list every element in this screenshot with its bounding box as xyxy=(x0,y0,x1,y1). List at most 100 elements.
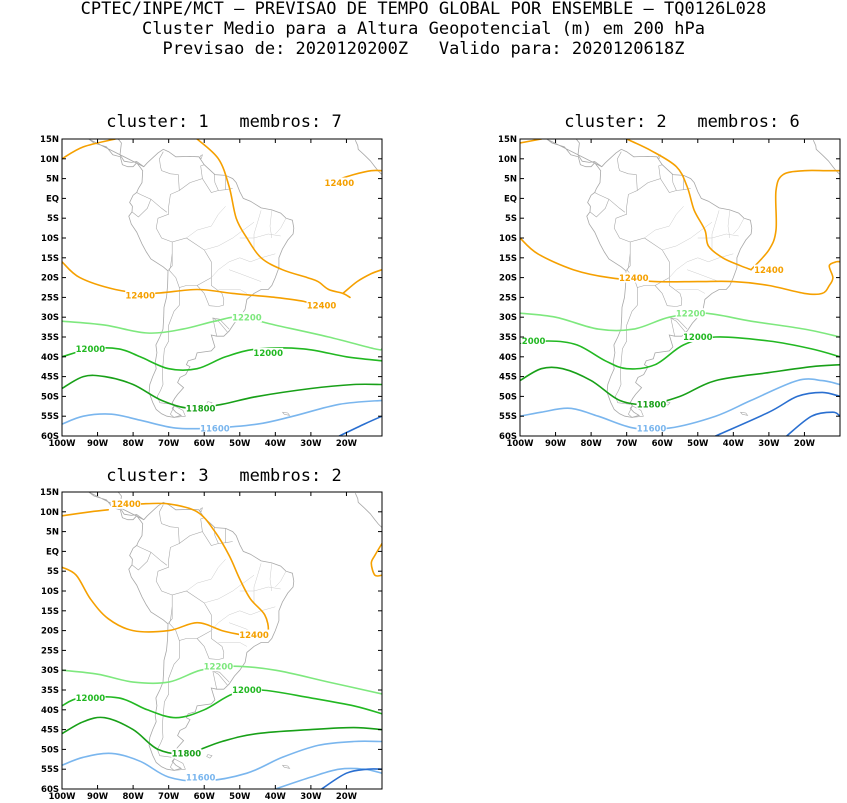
contour-label-bg xyxy=(185,403,216,414)
state-border xyxy=(269,210,273,239)
contour-label-bg xyxy=(520,335,546,346)
lat-tick-label: 30S xyxy=(41,666,59,676)
contour-label-bg xyxy=(75,343,106,354)
island xyxy=(740,411,749,416)
contour-label: 12400 xyxy=(111,500,141,510)
contour-12400 xyxy=(750,169,840,271)
map-panel-cluster-2: 12400 12400 12200 12000 12000 11800 11600 15N 10… xyxy=(498,135,841,449)
state-border xyxy=(269,563,273,592)
state-border xyxy=(253,563,262,603)
state-border xyxy=(239,586,281,592)
state-border xyxy=(275,218,287,235)
coastline-south-america xyxy=(88,492,295,771)
lat-tick-label: 20S xyxy=(41,274,59,284)
country-border xyxy=(212,317,230,337)
contour-label-bg xyxy=(231,312,262,323)
state-border xyxy=(676,289,706,294)
lat-tick-label: 5N xyxy=(46,528,59,538)
contour-12400 xyxy=(520,237,840,296)
country-border xyxy=(159,151,180,191)
island xyxy=(170,758,186,771)
contour-label: 11600 xyxy=(637,424,667,434)
coastline-africa xyxy=(354,140,382,176)
country-border xyxy=(658,164,663,179)
plot-frame xyxy=(519,138,841,437)
country-border xyxy=(159,504,180,544)
contour-12400 xyxy=(625,139,752,271)
contour-11600 xyxy=(520,378,840,431)
lat-tick-label: 45S xyxy=(499,373,517,383)
contour-label: 12400 xyxy=(325,179,355,189)
plot-frame xyxy=(61,138,383,437)
lat-tick-label: 30S xyxy=(499,313,517,323)
lat-tick-label: 40S xyxy=(41,353,59,363)
lat-tick-label: 10N xyxy=(498,155,517,165)
country-border xyxy=(196,630,225,660)
contour-label-bg xyxy=(199,423,230,434)
island xyxy=(206,754,213,759)
panel-1-title: cluster: 1 membros: 7 xyxy=(106,112,342,132)
contour-label: 12200 xyxy=(204,662,234,672)
contour-11400 xyxy=(338,415,382,436)
contour-label-bg xyxy=(253,347,284,358)
coastline-south-america xyxy=(88,139,295,418)
country-border xyxy=(594,192,626,213)
contour-label-bg xyxy=(324,177,355,188)
state-border xyxy=(697,253,734,263)
lon-tick-label: 80W xyxy=(581,439,603,449)
country-border xyxy=(168,237,212,288)
header-line-3: Previsao de: 2020120200Z Valido para: 20… xyxy=(162,39,685,59)
contour-11600 xyxy=(274,767,382,789)
lat-tick-label: 5N xyxy=(504,175,517,185)
state-border xyxy=(239,606,276,616)
lon-tick-label: 30W xyxy=(300,439,322,449)
header-line-2: Cluster Medio para a Altura Geopotencial… xyxy=(142,19,705,39)
lat-tick-label: 15N xyxy=(498,135,517,145)
country-border xyxy=(200,164,205,179)
lat-tick-label: 5S xyxy=(505,214,517,224)
lat-tick-label: 15S xyxy=(41,607,59,617)
contour-12400 xyxy=(62,566,241,636)
country-border xyxy=(136,545,168,566)
header-line-1: CPTEC/INPE/MCT – PREVISAO DE TEMPO GLOBA… xyxy=(80,0,767,19)
lat-tick-label: 10N xyxy=(40,155,59,165)
lon-tick-label: 100W xyxy=(506,439,534,449)
lat-tick-label: 50S xyxy=(41,392,59,402)
contour-12000 xyxy=(520,336,840,370)
state-border xyxy=(218,642,248,647)
contour-11600 xyxy=(62,399,382,430)
lat-tick-label: 10S xyxy=(41,587,59,597)
lat-tick-label: 15S xyxy=(499,254,517,264)
island xyxy=(199,507,203,512)
contour-12400 xyxy=(62,139,117,160)
lat-tick-label: EQ xyxy=(504,194,517,204)
lat-tick-label: 5N xyxy=(46,175,59,185)
panel-2-title: cluster: 2 membros: 6 xyxy=(564,112,800,132)
lat-tick-label: 35S xyxy=(41,333,59,343)
contour-label: 12000 xyxy=(516,337,546,347)
state-border xyxy=(204,574,255,604)
map-content: 12400 12400 12400 12200 12000 12000 11800 11600 xyxy=(62,139,382,436)
plot-frame xyxy=(61,491,383,790)
lat-tick-label: 15S xyxy=(41,254,59,264)
state-border xyxy=(229,269,262,282)
map-panel-cluster-3: 12400 12400 12200 12000 12000 11800 11600 15N 10… xyxy=(40,488,383,802)
lat-tick-label: 35S xyxy=(499,333,517,343)
state-border xyxy=(669,257,698,278)
contour-12200 xyxy=(62,665,382,695)
country-border xyxy=(213,174,219,191)
contour-12400 xyxy=(139,502,270,636)
lat-tick-label: 50S xyxy=(499,392,517,402)
contour-11800 xyxy=(62,374,382,410)
lon-tick-label: 50W xyxy=(229,792,251,802)
state-border xyxy=(186,559,226,592)
lon-tick-label: 80W xyxy=(123,792,145,802)
lon-tick-label: 70W xyxy=(158,439,180,449)
contour-12400 xyxy=(342,268,382,295)
lat-tick-label: 45S xyxy=(41,373,59,383)
contour-11800 xyxy=(62,716,382,755)
contour-label-bg xyxy=(682,332,713,342)
lon-tick-label: 30W xyxy=(300,792,322,802)
contour-label: 12400 xyxy=(125,292,155,302)
contour-label: 12400 xyxy=(754,266,784,276)
